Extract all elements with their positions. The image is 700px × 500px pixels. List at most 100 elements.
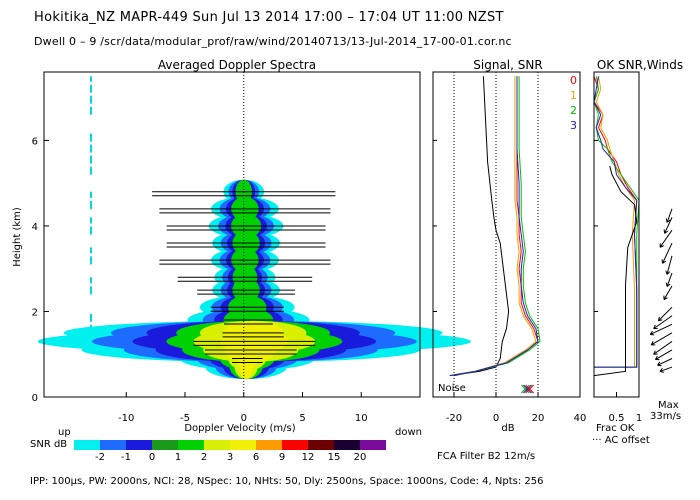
ok-axes: 0.5 1 [594,139,642,424]
colorbar: -2 -1 0 1 2 3 6 9 12 15 20 [74,440,386,463]
ok-lines [593,76,640,377]
ok-series-line [593,76,638,372]
colorbar-tick: 20 [354,452,367,463]
colorbar-tick: -1 [121,452,131,463]
colorbar-tick: 12 [302,452,315,463]
colorbar-tick: 0 [149,452,155,463]
wind-arrow-head [659,245,664,248]
wind-arrow [663,285,673,300]
snr-lines [449,72,541,397]
snr-x-tick-label: 20 [532,413,545,424]
winds-max-label: Max [658,400,679,411]
wind-arrow-head [658,319,663,322]
snr-x-label: dB [501,423,514,434]
noise-marker [520,384,530,394]
snr-series-line [449,76,537,377]
wind-arrow [653,340,673,355]
wind-arrow-head [666,271,671,275]
colorbar-swatch [204,440,230,450]
wind-arrow [666,255,673,275]
colorbar-tick: 9 [279,452,285,463]
y-tick-label: 4 [32,222,38,233]
spectra-axes: -10 -5 0 5 10 0 2 4 6 [32,136,368,424]
winds-max-value: 33m/s [650,411,681,422]
x-axis-label: Doppler Velocity (m/s) [184,423,295,434]
wind-barbs [649,208,673,373]
wind-arrow-head [666,283,671,287]
colorbar-swatch [282,440,308,450]
colorbar-tick: 15 [328,452,341,463]
wind-arrow [662,242,673,264]
ok-x-tick-label: 1 [636,413,642,424]
snr-frame [432,71,581,398]
wind-arrow-head [654,355,658,360]
ac-offset-label: ··· AC offset [592,435,650,446]
wind-arrow [659,366,673,372]
x-tick-label: 5 [299,413,305,424]
x-tick-label: 10 [355,413,368,424]
y-tick-label: 2 [32,307,38,318]
ok-title: OK SNR,Winds [597,58,683,72]
spectra-title: Averaged Doppler Spectra [158,58,316,72]
wind-arrow-head [653,324,656,329]
colorbar-swatch [230,440,256,450]
wind-arrow-head [665,282,668,287]
ok-series-line [593,165,638,377]
wind-arrow [659,229,673,248]
wind-arrow-head [665,270,668,275]
colorbar-swatch [334,440,360,450]
snr-x-tick-label: 40 [574,413,587,424]
wind-arrow-head [650,341,654,346]
snr-panel: Signal, SNR -20 0 20 40 Noise dB FCA Filter… [432,58,587,462]
wind-arrow [655,349,673,360]
colorbar-swatch [74,440,100,450]
down-label: down [395,427,422,438]
wind-arrow-head [649,330,653,335]
colorbar-swatch [360,440,386,450]
colorbar-tick: -2 [95,452,105,463]
spectra-shapes [37,179,471,380]
colorbar-swatch [178,440,204,450]
snr-series-line [449,76,539,377]
ok-legend-entry: 1 [570,89,577,102]
wind-arrow-head [657,316,660,321]
colorbar-label: SNR dB [30,439,67,450]
snr-series-line [453,76,510,377]
wind-arrow [664,217,673,234]
wind-arrow [650,332,673,346]
snr-title: Signal, SNR [473,58,542,72]
noise-marker [525,384,535,394]
wind-arrow-head [653,350,656,355]
snr-x-tick-label: 0 [493,413,499,424]
frac-ok-label: Frac OK [596,423,635,434]
wind-arrow [653,315,673,330]
ok-series-line [593,76,636,372]
wind-arrow [666,208,673,223]
noise-label: Noise [438,383,466,394]
snr-x-tick-label: -20 [446,413,462,424]
colorbar-tick: 1 [175,452,181,463]
colorbar-tick: 2 [201,452,207,463]
colorbar-swatch [126,440,152,450]
wind-arrow [658,306,673,322]
wind-arrow-head [657,361,661,366]
snr-series-line [449,76,541,377]
ok-series-line [593,76,638,372]
wind-arrow [657,358,673,366]
wind-arrow [666,272,673,287]
ok-legend-entry: 2 [570,104,577,117]
wind-arrow-head [663,297,668,301]
y-axis-label: Height (km) [12,207,23,267]
parameters-footer: IPP: 100µs, PW: 2000ns, NCI: 28, NSpec: … [30,476,543,487]
wind-arrow-head [665,218,668,223]
page-title: Hokitika_NZ MAPR-449 Sun Jul 13 2014 17:… [34,10,504,25]
wind-arrow-head [659,368,663,372]
ok-legend-entry: 0 [570,74,577,87]
colorbar-swatch [152,440,178,450]
x-tick-label: 0 [241,413,247,424]
x-tick-label: -10 [118,413,134,424]
colorbar-tick: 6 [253,452,259,463]
ok-legend: 0 1 2 3 [570,74,577,132]
